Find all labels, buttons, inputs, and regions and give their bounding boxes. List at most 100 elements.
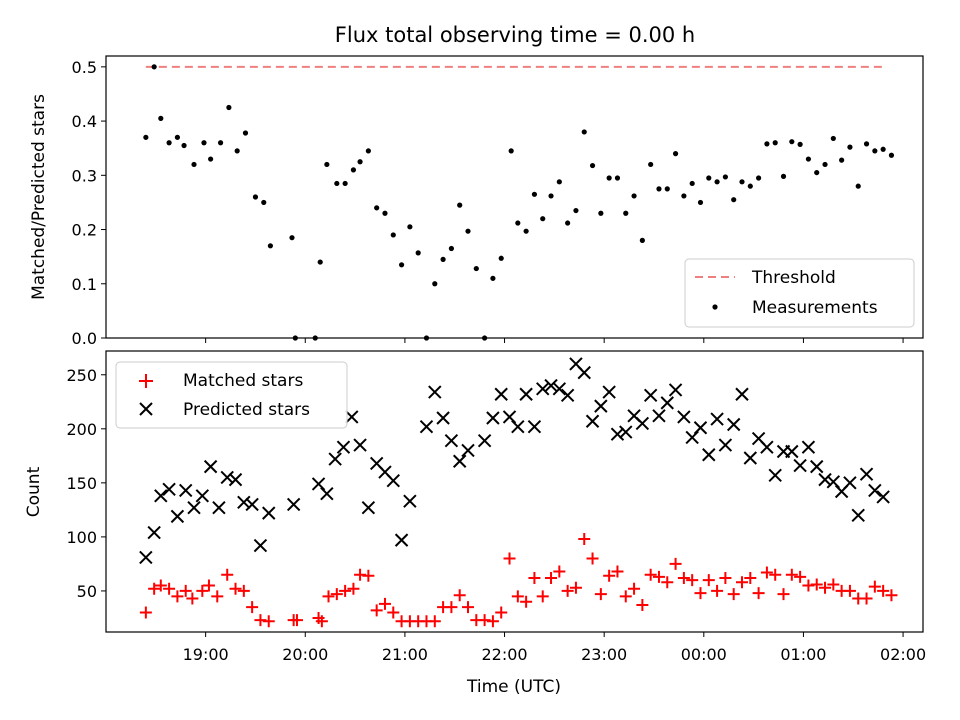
predicted-stars-marker [677, 410, 691, 424]
matched-stars-marker [603, 569, 616, 582]
predicted-stars-marker [361, 501, 376, 515]
predicted-stars-marker [868, 483, 882, 498]
matched-stars-marker [428, 615, 441, 628]
predicted-stars-marker [386, 473, 400, 488]
predicted-stars-marker [743, 451, 758, 465]
predicted-stars-marker [328, 452, 342, 466]
measurement-point [292, 335, 298, 341]
measurement-point [289, 235, 295, 241]
matched-stars-marker [322, 590, 335, 603]
measurement-point [797, 141, 803, 147]
legend-matched-swatch [139, 374, 153, 388]
measurement-point [556, 179, 562, 185]
matched-stars-marker [752, 587, 765, 600]
ratio-axes: 0.0 0.1 0.2 0.3 0.4 0.5 Matched/Predicted sta… [29, 55, 924, 348]
matched-stars-marker [315, 615, 328, 628]
measurement-point [457, 202, 463, 208]
predicted-stars-marker [212, 501, 226, 515]
predicted-stars-marker [552, 382, 567, 396]
measurement-point [423, 335, 430, 341]
matched-stars-marker [495, 606, 508, 619]
measurement-point [540, 216, 546, 222]
predicted-stars-marker [353, 438, 367, 452]
measurement-point [267, 243, 273, 249]
measurement-point [548, 193, 554, 199]
count-y-tick-label: 100 [66, 528, 97, 547]
matched-stars-marker [453, 589, 466, 602]
matched-stars-marker [339, 584, 352, 597]
predicted-stars-marker [818, 472, 832, 487]
predicted-stars-marker [461, 443, 475, 458]
predicted-stars-marker [139, 550, 153, 565]
predicted-stars-marker [345, 410, 359, 424]
measurement-point [342, 180, 348, 187]
matched-stars-marker [694, 587, 707, 600]
measurement-point [252, 194, 259, 200]
measurement-point [174, 134, 181, 140]
measurement-point [847, 144, 853, 150]
measurement-point [181, 142, 187, 149]
measurement-point [739, 179, 745, 185]
predicted-stars-marker [444, 433, 459, 448]
measurement-point [242, 130, 249, 136]
predicted-stars-marker [685, 430, 699, 445]
measurement-point [639, 237, 645, 243]
matched-stars-marker [378, 597, 391, 610]
predicted-stars-marker [187, 501, 201, 515]
measurement-point [334, 180, 340, 187]
measurement-point [357, 159, 363, 165]
predicted-stars-marker [652, 409, 666, 423]
measurement-point [382, 210, 388, 216]
matched-stars-marker [186, 592, 199, 605]
matched-stars-marker [148, 582, 161, 595]
measurement-point [623, 210, 629, 216]
predicted-stars-marker [178, 483, 193, 498]
measurement-point [697, 199, 704, 206]
count-y-ticks: 50 100 150 200 250 [66, 366, 106, 601]
predicted-stars-marker [760, 440, 774, 454]
predicted-stars-marker [693, 421, 708, 435]
measurement-point [531, 191, 538, 197]
predicted-stars-marker [436, 411, 450, 425]
predicted-stars-marker [237, 495, 251, 510]
predicted-stars-marker [718, 438, 733, 452]
predicted-stars-marker [220, 470, 234, 485]
measurement-point [390, 232, 396, 238]
matched-stars-marker [179, 584, 192, 597]
matched-stars-marker [478, 614, 491, 627]
count-x-tick-label: 19:00 [183, 645, 229, 664]
predicted-stars-marker [486, 411, 500, 425]
ratio-y-tick-label: 0.2 [72, 221, 97, 240]
count-y-tick-label: 200 [66, 420, 97, 439]
matched-stars-marker [254, 614, 267, 627]
matched-stars-marker [794, 570, 807, 583]
measurement-point [465, 228, 471, 234]
measurement-point [756, 175, 762, 181]
measurement-point [440, 256, 446, 262]
matched-stars-marker [819, 581, 832, 594]
matched-stars-marker [330, 588, 343, 601]
measurement-point [714, 179, 720, 185]
measurement-point [664, 186, 670, 192]
legend-measurements-swatch [712, 304, 718, 310]
ratio-y-tick-label: 0.5 [72, 58, 97, 77]
matched-stars-marker [586, 552, 599, 565]
predicted-stars-marker [810, 459, 824, 474]
matched-stars-marker [661, 576, 674, 589]
legend-measurements-label: Measurements [752, 298, 878, 318]
count-x-tick-label: 23:00 [581, 645, 627, 664]
matched-stars-marker [611, 565, 624, 578]
matched-stars-marker [246, 601, 259, 614]
predicted-stars-marker [735, 387, 749, 401]
measurement-point [515, 220, 521, 226]
matched-stars-marker [686, 574, 699, 587]
measurement-point [805, 156, 812, 162]
measurement-point [672, 151, 679, 157]
measurement-point [772, 140, 778, 146]
matched-stars-marker [262, 615, 275, 628]
predicted-stars-marker [577, 365, 591, 380]
matched-stars-marker [139, 606, 152, 619]
measurement-point [398, 262, 405, 268]
matched-stars-marker [486, 615, 499, 628]
measurement-point [217, 140, 224, 146]
